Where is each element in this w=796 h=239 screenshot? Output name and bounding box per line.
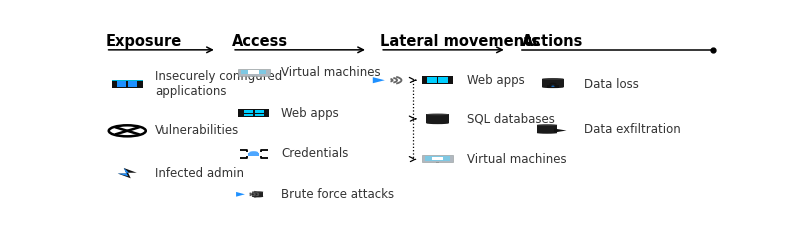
- Ellipse shape: [426, 114, 449, 115]
- Text: Virtual machines: Virtual machines: [282, 66, 381, 79]
- Bar: [537, 125, 557, 133]
- Bar: [422, 76, 453, 84]
- Bar: [542, 79, 564, 87]
- Ellipse shape: [542, 87, 564, 88]
- Circle shape: [109, 125, 146, 136]
- Bar: [111, 80, 143, 88]
- Bar: [255, 110, 264, 113]
- Bar: [439, 77, 447, 80]
- Text: Brute force attacks: Brute force attacks: [282, 188, 395, 201]
- Text: Data exfiltration: Data exfiltration: [583, 123, 681, 136]
- Text: Exposure: Exposure: [106, 34, 182, 49]
- Bar: [427, 81, 437, 83]
- Bar: [248, 70, 259, 74]
- Bar: [422, 155, 454, 162]
- Bar: [427, 77, 437, 80]
- Ellipse shape: [537, 124, 557, 126]
- Bar: [252, 76, 256, 77]
- Text: Virtual machines: Virtual machines: [466, 153, 566, 166]
- Polygon shape: [554, 129, 567, 132]
- Text: Web apps: Web apps: [466, 74, 525, 87]
- Bar: [252, 192, 263, 197]
- Text: Insecurely configured
applications: Insecurely configured applications: [155, 70, 283, 98]
- Bar: [255, 114, 264, 116]
- Bar: [439, 81, 447, 83]
- Polygon shape: [118, 168, 129, 176]
- Bar: [244, 110, 253, 113]
- Bar: [426, 114, 449, 123]
- Bar: [128, 85, 137, 87]
- Bar: [244, 114, 253, 116]
- Text: Actions: Actions: [522, 34, 583, 49]
- Bar: [238, 109, 270, 117]
- Ellipse shape: [426, 122, 449, 124]
- Text: SQL databases: SQL databases: [466, 112, 555, 125]
- Bar: [238, 69, 270, 76]
- Bar: [111, 80, 143, 81]
- Bar: [128, 81, 137, 84]
- Bar: [241, 70, 267, 74]
- Ellipse shape: [252, 196, 263, 197]
- Bar: [547, 85, 559, 88]
- Circle shape: [552, 86, 555, 87]
- Ellipse shape: [537, 132, 557, 134]
- Text: Web apps: Web apps: [282, 107, 339, 120]
- Ellipse shape: [252, 191, 263, 193]
- Text: Infected admin: Infected admin: [155, 167, 244, 180]
- Circle shape: [249, 151, 258, 154]
- Bar: [425, 156, 451, 161]
- Bar: [432, 157, 443, 160]
- Text: Access: Access: [232, 34, 288, 49]
- Text: Data loss: Data loss: [583, 78, 638, 91]
- Text: Credentials: Credentials: [282, 147, 349, 160]
- Bar: [118, 85, 127, 87]
- Bar: [118, 81, 127, 84]
- Bar: [248, 153, 259, 156]
- Text: Lateral movements: Lateral movements: [380, 34, 540, 49]
- Polygon shape: [373, 77, 384, 83]
- Polygon shape: [236, 192, 245, 197]
- Polygon shape: [118, 168, 137, 178]
- Text: Vulnerabilities: Vulnerabilities: [155, 124, 240, 137]
- Bar: [436, 162, 439, 163]
- Ellipse shape: [542, 78, 564, 80]
- Bar: [246, 76, 261, 77]
